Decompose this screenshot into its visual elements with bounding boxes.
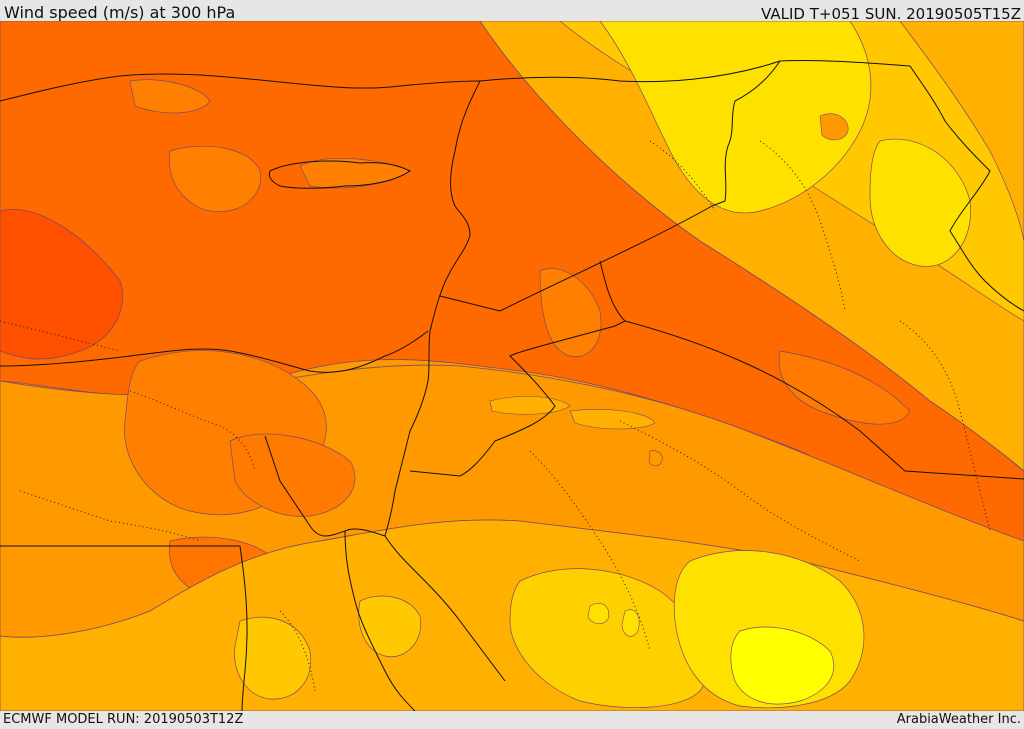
patch-1 — [168, 145, 261, 213]
spot-2 — [648, 450, 663, 466]
borders — [0, 59, 1024, 711]
spot-3 — [489, 396, 571, 415]
credit-label: ArabiaWeather Inc. — [896, 712, 1021, 727]
model-run-label: ECMWF MODEL RUN: 20190503T12Z — [3, 712, 244, 727]
spot-4 — [569, 409, 656, 430]
yellow-south-1 — [509, 568, 709, 708]
spot-6 — [621, 609, 640, 637]
dotted-borders — [0, 140, 991, 692]
yellow-south-core — [730, 626, 835, 705]
yellow-south-4 — [234, 617, 312, 700]
lower-dark-lobe-3 — [229, 433, 356, 517]
footer-bar: ECMWF MODEL RUN: 20190503T12Z ArabiaWeat… — [0, 711, 1024, 729]
patch-4 — [539, 268, 602, 358]
yellow-core-north — [599, 21, 872, 214]
spot-5 — [587, 602, 610, 624]
wind-speed-map — [0, 21, 1024, 711]
yellow-south-3 — [358, 595, 422, 658]
wind-speed-contours — [0, 21, 1024, 711]
patch-3 — [129, 79, 211, 114]
header-bar: Wind speed (m/s) at 300 hPa VALID T+051 … — [0, 0, 1024, 23]
jet-core — [0, 209, 123, 360]
valid-time: VALID T+051 SUN. 20190505T15Z — [761, 5, 1021, 23]
yellow-core-east — [869, 138, 971, 267]
spot-1 — [819, 113, 849, 141]
map-title: Wind speed (m/s) at 300 hPa — [4, 3, 236, 22]
strip-right — [778, 350, 911, 425]
